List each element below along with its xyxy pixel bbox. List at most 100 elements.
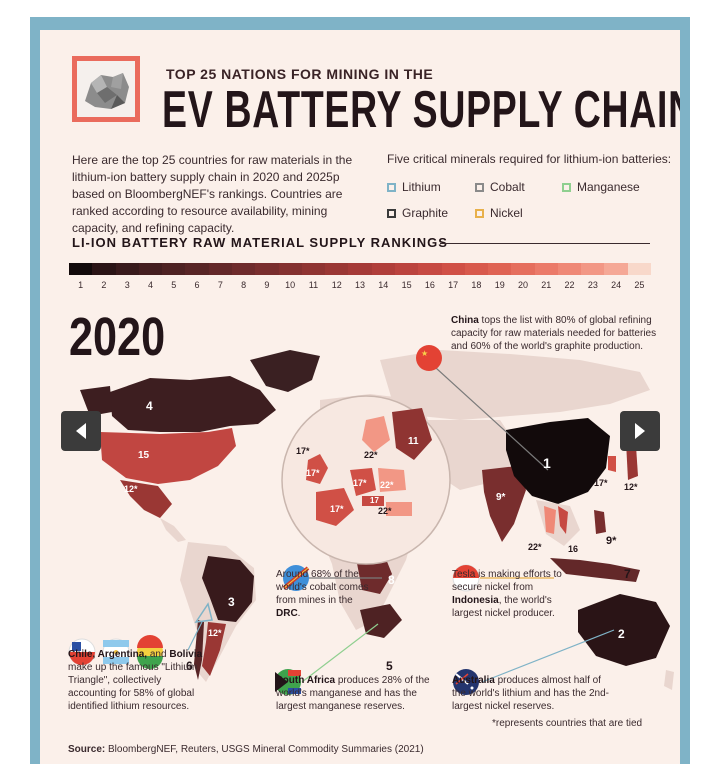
rank-number: 15 — [401, 280, 412, 290]
rank-swatch-19 — [488, 263, 512, 275]
rank-swatch-15 — [394, 263, 419, 275]
rank-swatch-22 — [557, 263, 582, 275]
australia-flag-icon — [453, 669, 479, 695]
rank-number: 16 — [424, 280, 435, 290]
rank-swatch-9 — [255, 263, 279, 275]
rank-number: 2 — [101, 280, 107, 290]
uk-shape — [306, 454, 328, 484]
rank-swatch-5 — [162, 263, 186, 275]
rank-swatch-17 — [441, 263, 465, 275]
label-finland: 22* — [364, 450, 378, 460]
usa-shape — [100, 428, 236, 484]
label-vietnam: 16 — [568, 544, 578, 554]
label-germany: 17* — [353, 478, 367, 488]
indonesia-flag-icon — [452, 564, 480, 592]
thailand-shape — [544, 506, 556, 534]
chevron-left-icon — [76, 423, 86, 439]
label-thailand: 22* — [528, 542, 542, 552]
chevron-right-icon — [635, 423, 645, 439]
graphite-swatch — [387, 208, 396, 218]
rank-number: 11 — [308, 280, 319, 290]
australia-annotation: Australia produces almost half of the wo… — [452, 675, 609, 712]
philippines-shape — [594, 510, 606, 534]
rank-number: 8 — [241, 280, 247, 290]
south-africa-flag-icon — [275, 669, 301, 695]
rank-number: 18 — [471, 280, 482, 290]
india-shape — [482, 466, 526, 542]
rank-number: 5 — [171, 280, 177, 290]
rank-swatch-16 — [418, 263, 442, 275]
rank-number: 1 — [78, 280, 84, 290]
rank-swatch-11 — [301, 263, 326, 275]
indonesia-annotation: Tesla is making efforts to secure nickel… — [452, 569, 562, 619]
label-south-africa: 5 — [386, 659, 393, 673]
rank-swatch-6 — [185, 263, 209, 275]
mineral-nickel: Nickel — [475, 206, 523, 220]
rank-swatch-4 — [138, 263, 163, 275]
rank-swatch-12 — [325, 263, 349, 275]
label-mexico: 12* — [124, 484, 138, 494]
rank-swatch-23 — [581, 263, 605, 275]
label-china: 1 — [543, 455, 551, 471]
rank-number: 17 — [448, 280, 459, 290]
label-hungary: 22* — [378, 506, 392, 516]
rank-swatch-7 — [208, 263, 232, 275]
russia-zoom-shape — [392, 408, 432, 460]
chile-shape — [194, 620, 204, 680]
next-button[interactable] — [620, 411, 660, 451]
mineral-rock-image — [72, 56, 140, 122]
label-uk: 17* — [306, 468, 320, 478]
year-label: 2020 — [69, 307, 166, 367]
hungary-shape — [386, 502, 412, 516]
source-line: Source: BloombergNEF, Reuters, USGS Mine… — [68, 744, 424, 755]
france-shape — [316, 488, 354, 526]
rank-swatch-2 — [92, 263, 116, 275]
bolivia-flag-icon — [137, 635, 163, 669]
lithium-swatch — [387, 182, 396, 192]
rank-swatch-20 — [511, 263, 535, 275]
intro-text: Here are the top 25 countries for raw ma… — [72, 153, 353, 235]
label-usa: 15 — [138, 450, 150, 461]
china-flag-icon: ★ — [416, 345, 442, 371]
label-france: 17* — [330, 504, 344, 514]
svg-text:★: ★ — [421, 349, 428, 358]
canada-shape — [110, 376, 276, 432]
tied-footnote: *represents countries that are tied — [492, 718, 643, 729]
rank-swatch-21 — [534, 263, 558, 275]
china-shape — [506, 418, 610, 504]
rank-number: 24 — [611, 280, 622, 290]
rank-swatch-13 — [348, 263, 372, 275]
infographic-panel: TOP 25 NATIONS FOR MINING IN THE EV BATT… — [40, 30, 680, 764]
russia-shape — [380, 350, 650, 420]
label-drc: 8 — [388, 573, 395, 587]
japan-shape — [626, 442, 638, 480]
finland-shape — [362, 416, 390, 452]
minerals-heading: Five critical minerals required for lith… — [387, 152, 672, 166]
label-poland: 22* — [380, 480, 394, 490]
previous-button[interactable] — [61, 411, 101, 451]
lithium-triangle-annotation: Chile, Argentina, and Bolivia make up th… — [68, 649, 203, 712]
rank-swatch-10 — [278, 263, 302, 275]
label-russia: 11 — [408, 436, 419, 447]
rank-number: 9 — [264, 280, 270, 290]
rank-swatch-8 — [231, 263, 256, 275]
rank-swatch-25 — [627, 263, 652, 275]
rank-swatch-18 — [464, 263, 489, 275]
rank-number: 3 — [124, 280, 130, 290]
rank-number: 14 — [378, 280, 389, 290]
rankings-divider — [440, 243, 650, 244]
label-argentina: 12* — [208, 628, 222, 638]
rank-swatch-1 — [69, 263, 93, 275]
argentina-flag-icon — [102, 638, 130, 666]
australia-shape — [578, 594, 670, 666]
czechia-shape — [362, 496, 384, 506]
rankings-heading: LI-ION BATTERY RAW MATERIAL SUPPLY RANKI… — [72, 235, 448, 250]
label-japan: 12* — [624, 482, 638, 492]
page-title: EV BATTERY SUPPLY CHAIN — [162, 81, 680, 139]
china-annotation: China tops the list with 80% of global r… — [451, 315, 657, 352]
alaska-shape — [80, 386, 112, 416]
nickel-swatch — [475, 208, 484, 218]
rank-number: 12 — [331, 280, 342, 290]
rank-swatch-14 — [371, 263, 395, 275]
brazil-shape — [202, 556, 254, 622]
